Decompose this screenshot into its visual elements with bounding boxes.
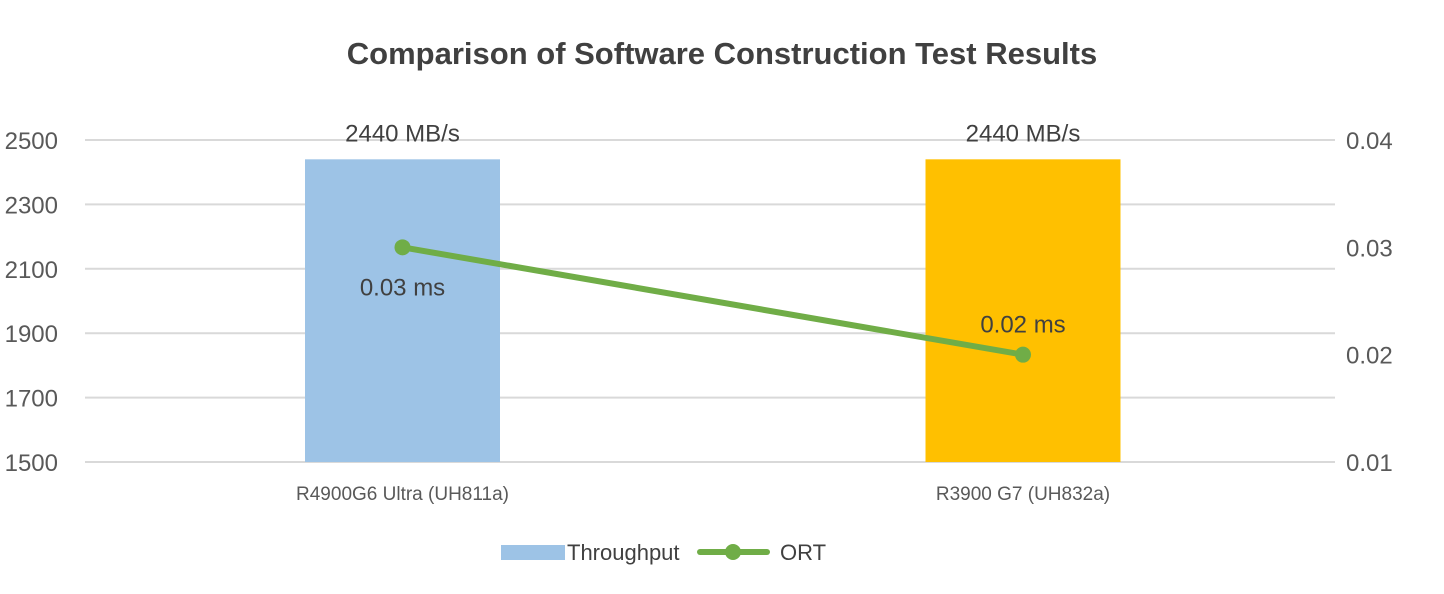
right-tick-label: 0.02: [1346, 343, 1393, 370]
legend: Throughput ORT: [501, 540, 826, 565]
right-tick-label: 0.04: [1346, 128, 1393, 155]
left-tick-label: 1900: [5, 321, 58, 348]
right-tick-label: 0.01: [1346, 450, 1393, 477]
category-label: R3900 G7 (UH832a): [936, 484, 1110, 505]
left-tick-label: 1500: [5, 450, 58, 477]
chart-title: Comparison of Software Construction Test…: [347, 36, 1097, 71]
bars: 2440 MB/s 2440 MB/s: [305, 120, 1121, 462]
ort-point: [1015, 346, 1031, 363]
left-tick-label: 2100: [5, 257, 58, 284]
legend-swatch-ort-marker: [725, 544, 741, 560]
gridlines: [85, 139, 1335, 463]
legend-label-throughput: Throughput: [567, 540, 680, 565]
category-label: R4900G6 Ultra (UH811a): [296, 484, 509, 505]
left-tick-label: 2300: [5, 192, 58, 219]
bar-data-label: 2440 MB/s: [966, 120, 1081, 147]
left-tick-label: 1700: [5, 386, 58, 413]
bar-throughput: [925, 159, 1121, 462]
ort-line: 0.03 ms 0.02 ms: [360, 239, 1066, 363]
right-tick-label: 0.03: [1346, 235, 1393, 262]
ort-data-label: 0.02 ms: [980, 312, 1065, 339]
bar-data-label: 2440 MB/s: [345, 120, 460, 147]
left-tick-label: 2500: [5, 128, 58, 155]
ort-point: [394, 239, 411, 256]
bar-throughput: [305, 159, 500, 462]
legend-label-ort: ORT: [780, 540, 826, 565]
ort-line-path: [399, 244, 1026, 358]
legend-swatch-throughput: [501, 545, 565, 560]
right-axis: 0.01 0.02 0.03 0.04: [1346, 128, 1393, 477]
ort-data-label: 0.03 ms: [360, 274, 445, 301]
category-labels: R4900G6 Ultra (UH811a) R3900 G7 (UH832a): [296, 484, 1110, 505]
left-axis: 1500 1700 1900 2100 2300 2500: [5, 128, 58, 477]
